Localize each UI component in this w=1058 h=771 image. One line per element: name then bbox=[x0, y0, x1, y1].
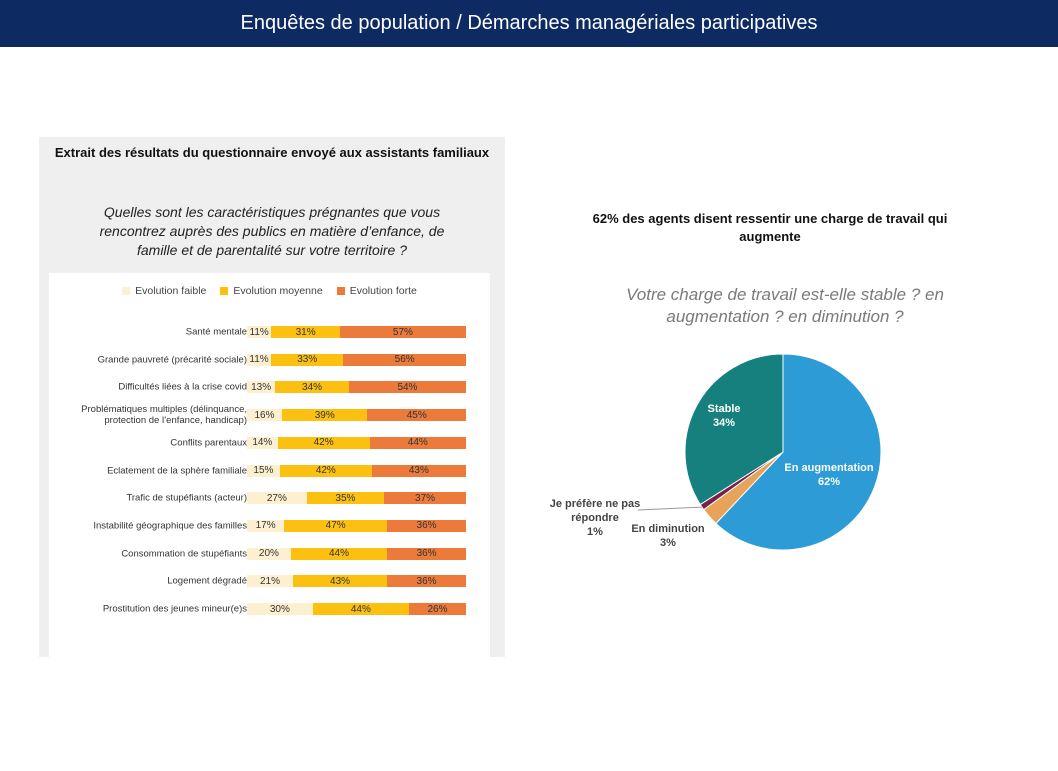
bar-segment: 42% bbox=[277, 436, 370, 449]
bar-segment: 37% bbox=[384, 492, 466, 505]
panel-title: Extrait des résultats du questionnaire e… bbox=[54, 145, 490, 160]
bar-segment: 35% bbox=[306, 492, 385, 505]
bar-row: Instabilité géographique des familles 17%… bbox=[49, 519, 490, 532]
pie-slice bbox=[715, 353, 882, 551]
pie-label: Je préfère ne pas répondre 1% bbox=[550, 498, 641, 538]
bar-track: 13% 34% 54% bbox=[247, 381, 466, 394]
bar-segment: 21% bbox=[247, 575, 293, 588]
bar-segment: 17% bbox=[247, 519, 285, 532]
legend-item: Evolution forte bbox=[336, 285, 417, 297]
bar-segment: 15% bbox=[247, 464, 280, 477]
bar-row: Prostitution des jeunes mineur(e)s 30% 44%… bbox=[49, 603, 490, 615]
workload-question: Votre charge de travail est-elle stable … bbox=[626, 285, 944, 326]
bar-segment: 16% bbox=[247, 409, 283, 422]
bar-row: Eclatement de la sphère familiale 15% 42% 4… bbox=[49, 464, 490, 477]
legend-swatch bbox=[336, 287, 345, 295]
legend-item: Evolution moyenne bbox=[220, 285, 323, 297]
survey-results-panel: Extrait des résultats du questionnaire e… bbox=[39, 137, 505, 771]
bar-segment: 44% bbox=[290, 547, 388, 560]
category-label: Logement dégradé bbox=[167, 575, 247, 587]
bar-row: Problématiques multiples (délinquance, p… bbox=[49, 404, 490, 426]
category-label: Eclatement de la sphère familiale bbox=[107, 465, 247, 476]
category-label: Difficultés liées à la crise covid bbox=[118, 381, 247, 393]
legend-label: Evolution forte bbox=[349, 285, 417, 297]
bar-segment: 39% bbox=[282, 409, 368, 422]
bar-track: 15% 42% 43% bbox=[247, 464, 466, 477]
bar-segment: 34% bbox=[275, 381, 349, 394]
bar-segment: 13% bbox=[247, 381, 276, 394]
bar-segment: 56% bbox=[343, 353, 466, 366]
bar-segment: 42% bbox=[279, 464, 372, 477]
bar-segment: 20% bbox=[247, 547, 291, 560]
bar-row: Grande pauvreté (précarité sociale) 11% 33… bbox=[49, 353, 490, 366]
pie-label: En diminution 3% bbox=[631, 523, 705, 549]
bar-segment: 33% bbox=[271, 353, 344, 366]
bar-segment: 44% bbox=[312, 603, 410, 615]
bar-row: Trafic de stupéfiants (acteur) 27% 35% 37% bbox=[49, 492, 490, 505]
category-label: Problématiques multiples (délinquance, p… bbox=[81, 404, 247, 427]
pie-slice bbox=[703, 451, 784, 525]
bar-segment: 31% bbox=[271, 326, 340, 338]
bar-row: Santé mentale 11% 31% 57% bbox=[49, 326, 490, 338]
legend-swatch bbox=[220, 287, 229, 295]
bar-row: Difficultés liées à la crise covid 13% 34%… bbox=[49, 381, 490, 394]
bar-segment: 43% bbox=[371, 464, 466, 477]
pie-slice bbox=[699, 451, 784, 511]
survey-question: Quelles sont les caractéristiques prégna… bbox=[99, 204, 445, 258]
category-label: Santé mentale bbox=[185, 326, 247, 338]
legend-label: Evolution moyenne bbox=[233, 285, 323, 297]
leader-line bbox=[637, 506, 702, 511]
page-header: Enquêtes de population / Démarches manag… bbox=[0, 0, 1058, 47]
bar-segment: 36% bbox=[387, 547, 466, 560]
bar-segment: 54% bbox=[348, 381, 466, 394]
bar-segment: 14% bbox=[247, 436, 278, 449]
bar-track: 11% 33% 56% bbox=[247, 353, 466, 366]
bar-segment: 44% bbox=[369, 436, 466, 449]
bar-segment: 11% bbox=[247, 353, 272, 366]
pie-label: Stable 34% bbox=[707, 403, 740, 429]
workload-headline: 62% des agents disent ressentir une char… bbox=[592, 211, 948, 244]
bar-track: 30% 44% 26% bbox=[247, 603, 466, 615]
bar-segment: 57% bbox=[339, 326, 466, 338]
bar-track: 27% 35% 37% bbox=[247, 492, 466, 505]
bar-segment: 45% bbox=[367, 409, 466, 422]
bar-segment: 27% bbox=[247, 492, 307, 505]
bar-segment: 30% bbox=[247, 603, 313, 615]
bar-segment: 43% bbox=[292, 575, 388, 588]
legend-label: Evolution faible bbox=[135, 285, 207, 297]
bar-segment: 36% bbox=[387, 575, 466, 588]
bar-track: 11% 31% 57% bbox=[247, 326, 466, 338]
bar-track: 14% 42% 44% bbox=[247, 436, 466, 449]
bar-row: Consommation de stupéfiants 20% 44% 36% bbox=[49, 547, 490, 560]
category-label: Trafic de stupéfiants (acteur) bbox=[126, 492, 247, 504]
category-label: Prostitution des jeunes mineur(e)s bbox=[102, 603, 247, 615]
pie-slice bbox=[684, 353, 784, 506]
bar-track: 17% 47% 36% bbox=[247, 519, 466, 532]
bar-row: Conflits parentaux 14% 42% 44% bbox=[49, 436, 490, 449]
bar-segment: 36% bbox=[387, 519, 466, 532]
legend-item: Evolution faible bbox=[122, 285, 206, 297]
category-label: Consommation de stupéfiants bbox=[121, 548, 247, 560]
category-label: Conflits parentaux bbox=[170, 437, 247, 449]
pie-label: En augmentation 62% bbox=[784, 462, 874, 488]
legend-swatch bbox=[122, 287, 131, 295]
bar-segment: 47% bbox=[284, 519, 388, 532]
bar-segment: 11% bbox=[247, 326, 272, 338]
bar-track: 20% 44% 36% bbox=[247, 547, 466, 560]
stacked-bar-chart: Evolution faible Evolution moyenne Evoluti… bbox=[49, 273, 490, 771]
bar-track: 16% 39% 45% bbox=[247, 409, 466, 422]
page-title: Enquêtes de population / Démarches manag… bbox=[240, 12, 818, 34]
bar-row: Logement dégradé 21% 43% 36% bbox=[49, 575, 490, 588]
bar-track: 21% 43% 36% bbox=[247, 575, 466, 588]
chart-legend: Evolution faible Evolution moyenne Evoluti… bbox=[49, 285, 490, 297]
category-label: Grande pauvreté (précarité sociale) bbox=[97, 354, 247, 366]
category-label: Instabilité géographique des familles bbox=[93, 520, 247, 532]
bar-segment: 26% bbox=[409, 603, 466, 615]
